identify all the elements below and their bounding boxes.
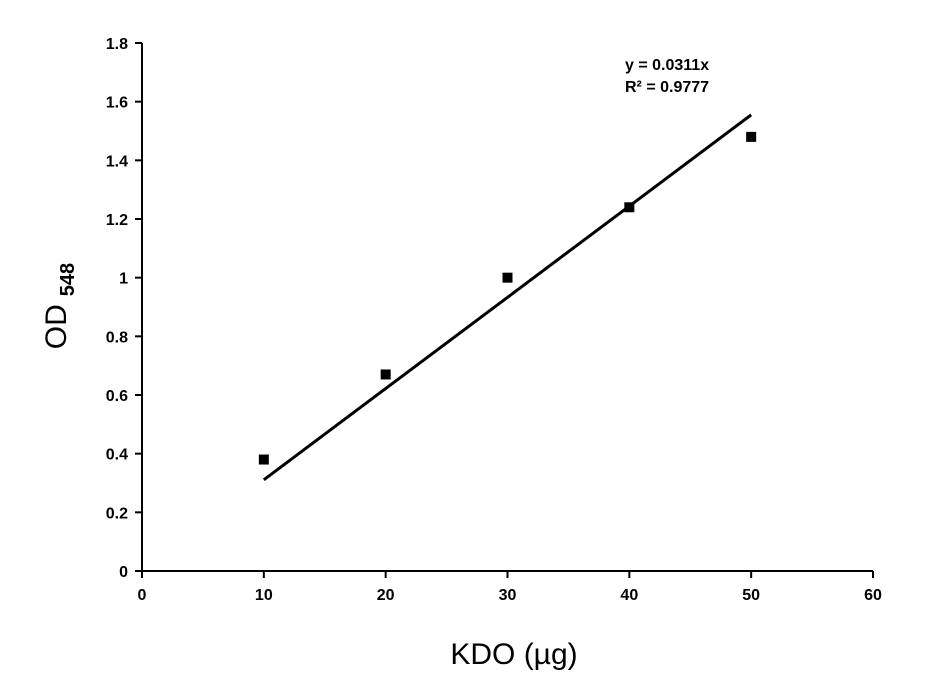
y-tick-label: 1.6 — [106, 95, 128, 112]
y-tick-label: 1 — [119, 271, 128, 288]
y-axis-title-subscript: 548 — [57, 263, 79, 296]
y-tick-label: 0.6 — [106, 388, 128, 405]
y-axis-title-group: OD 548 — [40, 263, 79, 349]
y-tick-label: 0 — [119, 564, 128, 581]
y-tick-label: 0.8 — [106, 329, 128, 346]
x-tick-label: 40 — [620, 587, 638, 604]
y-tick-label: 1.4 — [106, 153, 128, 170]
data-point — [258, 454, 269, 465]
y-axis-title: OD 548 — [40, 263, 79, 349]
data-points — [258, 131, 757, 465]
y-tick-label: 1.2 — [106, 212, 128, 229]
x-tick-label: 10 — [255, 587, 273, 604]
y-tick-label: 0.4 — [106, 447, 128, 464]
trendline — [262, 113, 753, 481]
x-tick-label: 50 — [742, 587, 760, 604]
ticks: 0 0.2 0.4 0.6 0.8 1 1.2 1.4 1.6 1.8 0 10 20 30 40 50 60 — [106, 36, 882, 604]
axes — [141, 43, 873, 572]
x-axis-title: KDO (µg) — [450, 638, 577, 671]
x-tick-label: 0 — [138, 587, 147, 604]
y-axis-title-main: OD — [40, 304, 73, 349]
data-point — [746, 131, 757, 142]
y-tick-label: 1.8 — [106, 36, 128, 53]
x-tick-label: 30 — [499, 587, 517, 604]
y-tick-label: 0.2 — [106, 505, 128, 522]
x-tick-label: 20 — [377, 587, 395, 604]
data-point — [624, 202, 635, 213]
data-point — [502, 272, 513, 283]
trendline-r-squared: R² = 0.9777 — [625, 79, 709, 96]
trendline-layer — [262, 113, 753, 481]
x-tick-label: 60 — [864, 587, 882, 604]
data-point — [380, 369, 391, 380]
trendline-equation: y = 0.0311x — [625, 57, 709, 74]
